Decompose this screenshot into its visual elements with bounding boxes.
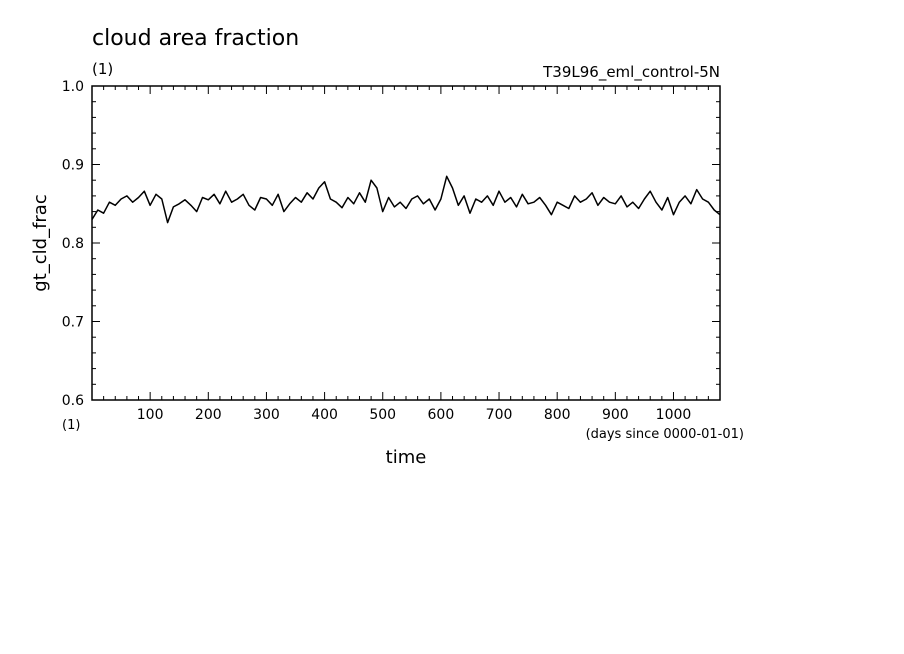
series-line (91, 175, 721, 224)
x-tick-label: 900 (602, 407, 629, 423)
y-tick-label: 0.6 (62, 393, 84, 409)
y-tick-label: 1.0 (62, 79, 84, 95)
x-axis-label: time (386, 447, 427, 468)
y-tick-label: 0.8 (62, 236, 84, 252)
y-tick-label: 0.7 (62, 315, 84, 331)
y-axis-unit: (1) (62, 418, 80, 433)
x-tick-label: 500 (369, 407, 396, 423)
x-tick-label: 600 (428, 407, 455, 423)
y-tick-labels: 0.6 0.7 0.8 0.9 1.0 (62, 79, 84, 409)
experiment-label: T39L96_eml_control-5N (542, 63, 720, 82)
y-axis-label: gt_cld_frac (30, 194, 51, 291)
x-tick-labels: 100 200 300 400 500 600 700 800 900 1000 (137, 407, 692, 423)
series-layer (91, 175, 721, 224)
x-axis-unit: (days since 0000-01-01) (586, 427, 744, 442)
x-tick-label: 400 (311, 407, 338, 423)
x-tick-label: 1000 (656, 407, 692, 423)
axis-ticks (92, 86, 720, 400)
axes: 100 200 300 400 500 600 700 800 900 1000 0.60.70.… (62, 79, 721, 423)
chart-title: cloud area fraction (92, 26, 299, 51)
x-tick-label: 300 (253, 407, 280, 423)
x-tick-label: 200 (195, 407, 222, 423)
title-unit: (1) (92, 60, 113, 78)
plot-frame (91, 85, 721, 401)
y-tick-label: 0.9 (62, 158, 84, 174)
x-tick-label: 800 (544, 407, 571, 423)
x-tick-label: 700 (486, 407, 513, 423)
x-tick-label: 100 (137, 407, 164, 423)
